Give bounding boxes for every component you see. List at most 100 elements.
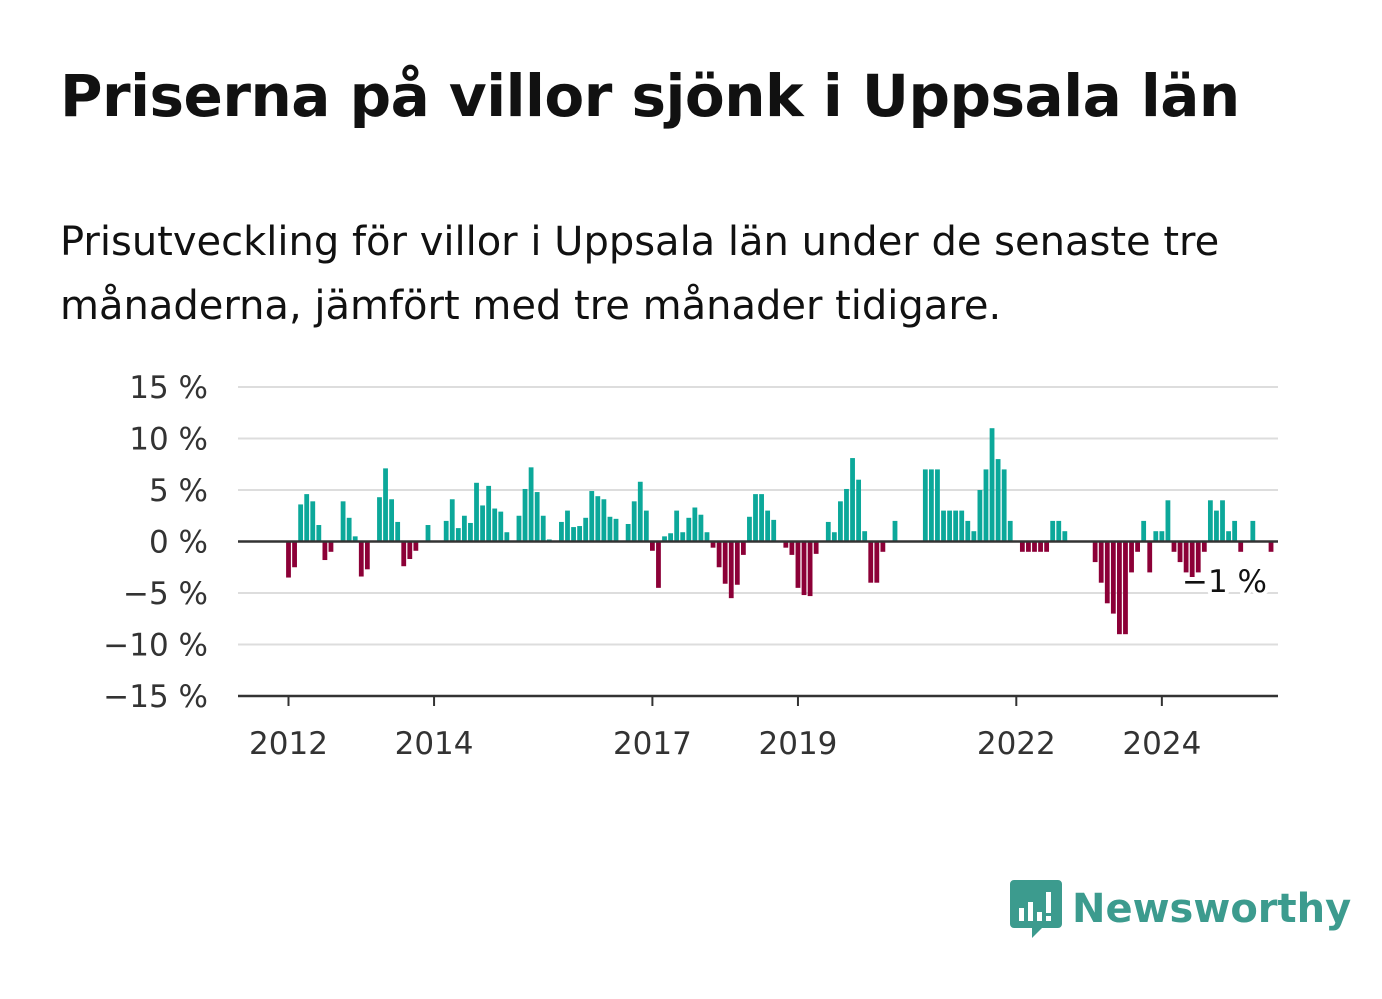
bar — [710, 541, 716, 548]
x-tick-label: 2014 — [395, 726, 474, 762]
bar — [1098, 541, 1104, 583]
bar — [577, 526, 583, 542]
bar — [1159, 531, 1165, 542]
bar — [455, 528, 461, 542]
bar — [922, 469, 928, 542]
bar — [1214, 510, 1219, 542]
bar — [971, 531, 977, 542]
bar — [1062, 531, 1068, 542]
bar — [565, 510, 570, 542]
bar — [698, 514, 704, 542]
bar — [1110, 541, 1116, 614]
bar — [783, 541, 789, 548]
bar — [953, 510, 959, 542]
y-tick-label: −15 % — [103, 679, 208, 715]
bar — [850, 458, 855, 542]
bar — [1135, 541, 1140, 552]
brand-logo: Newsworthy — [1010, 878, 1351, 940]
bar — [1032, 541, 1037, 552]
bar — [316, 525, 322, 542]
latest-value-label: −1 % — [1182, 564, 1267, 600]
bar — [1171, 541, 1177, 552]
bar — [1183, 541, 1189, 573]
bar — [801, 541, 807, 596]
bar — [656, 541, 661, 588]
bar — [716, 541, 722, 568]
bar — [1232, 520, 1238, 542]
bar — [540, 515, 546, 542]
bar — [310, 501, 316, 542]
bar — [625, 523, 631, 542]
bar — [461, 515, 467, 542]
bar — [601, 499, 607, 542]
bar — [856, 479, 862, 542]
bar — [613, 518, 619, 542]
y-tick-label: −5 % — [123, 576, 208, 612]
bar — [443, 520, 449, 542]
bar — [395, 521, 401, 542]
bar — [1220, 500, 1225, 542]
x-tick-label: 2012 — [249, 726, 328, 762]
bar — [643, 510, 649, 542]
bar — [286, 541, 291, 578]
bar — [425, 525, 431, 542]
bar — [807, 541, 813, 597]
bar — [522, 488, 528, 542]
bar — [516, 515, 522, 542]
bar — [1250, 520, 1256, 542]
bar — [795, 541, 801, 588]
bar — [662, 536, 667, 542]
bar — [1153, 531, 1159, 542]
bar — [407, 541, 413, 560]
chart-title: Priserna på villor sjönk i Uppsala län — [60, 62, 1240, 130]
bar — [959, 510, 965, 542]
bar — [292, 541, 297, 568]
bar — [1189, 541, 1195, 583]
bar — [844, 488, 849, 542]
bar — [928, 469, 934, 542]
bar — [813, 541, 819, 554]
bar — [322, 541, 328, 561]
bar — [759, 494, 764, 542]
bar — [298, 504, 304, 542]
bar — [595, 496, 601, 542]
y-tick-label: 5 % — [149, 473, 208, 509]
bar — [1177, 541, 1183, 563]
bar — [825, 521, 831, 542]
bar — [977, 490, 983, 542]
bar — [364, 541, 370, 570]
bar — [1147, 541, 1153, 573]
bar — [559, 521, 564, 542]
bar — [753, 494, 758, 542]
bar — [722, 541, 728, 584]
bar — [771, 519, 777, 542]
bar — [686, 517, 692, 542]
bar — [1104, 541, 1110, 604]
bar — [728, 541, 734, 599]
bar — [838, 501, 843, 542]
bar — [734, 541, 740, 585]
bar — [340, 501, 346, 542]
bar — [1141, 520, 1147, 542]
y-tick-label: 15 % — [129, 370, 208, 406]
x-tick-label: 2017 — [613, 726, 692, 762]
bar — [1165, 500, 1171, 542]
bar — [947, 510, 952, 542]
bar — [892, 520, 898, 542]
bar — [607, 516, 613, 542]
bar — [995, 459, 1001, 542]
bar — [449, 499, 455, 542]
bar — [1056, 520, 1062, 542]
bar — [868, 541, 874, 583]
bar — [1117, 541, 1122, 635]
bar — [1268, 541, 1274, 552]
bar — [1001, 469, 1007, 542]
x-tick-label: 2019 — [759, 726, 838, 762]
bar — [401, 541, 407, 567]
y-tick-label: 10 % — [129, 422, 208, 458]
bar — [1050, 520, 1056, 542]
bar — [989, 428, 995, 542]
bar — [377, 497, 382, 542]
bar — [1129, 541, 1134, 573]
